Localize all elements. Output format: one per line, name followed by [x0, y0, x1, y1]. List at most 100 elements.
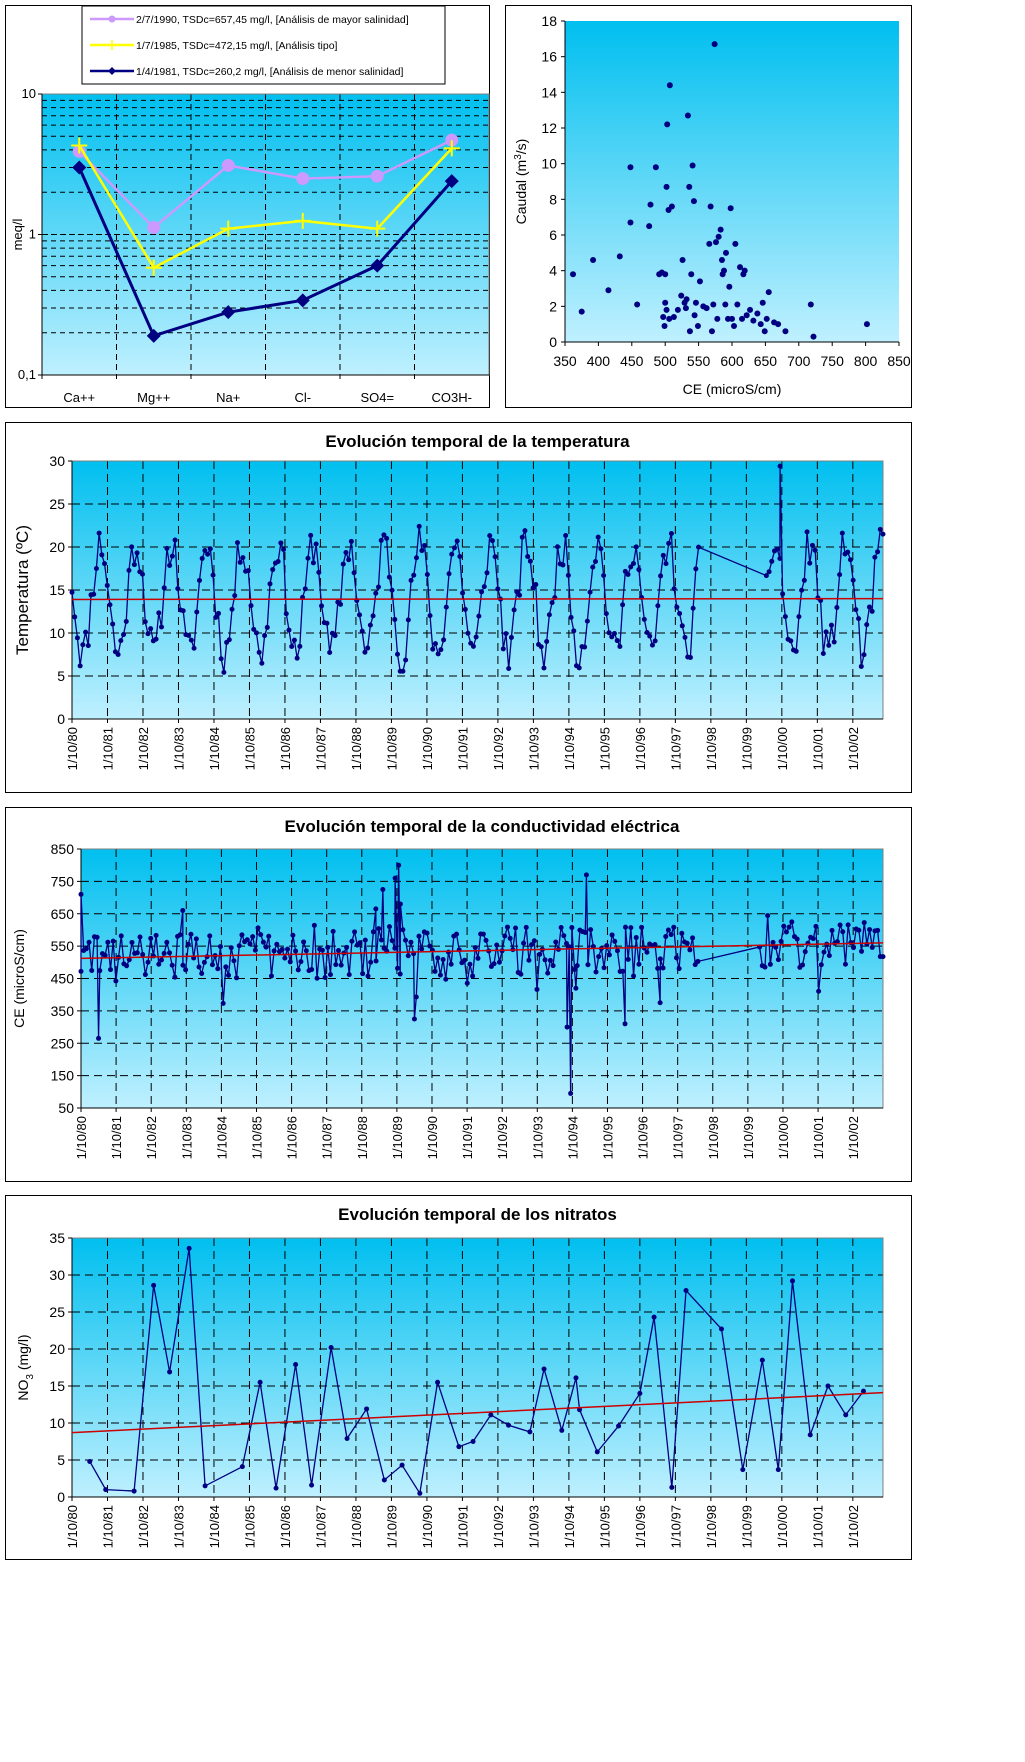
- data-point: [435, 955, 441, 961]
- data-point: [625, 572, 631, 578]
- data-point: [690, 198, 697, 205]
- data-point: [679, 930, 685, 936]
- data-point: [376, 926, 382, 932]
- data-point: [252, 947, 258, 953]
- data-point: [86, 939, 92, 945]
- data-point: [159, 624, 165, 630]
- x-tick-label: 1/10/91: [455, 727, 470, 770]
- data-point: [582, 929, 588, 935]
- data-point: [330, 928, 336, 934]
- y-tick-label: 350: [51, 1003, 75, 1019]
- data-point: [683, 296, 690, 303]
- data-point: [239, 1464, 245, 1470]
- data-point: [194, 609, 200, 615]
- x-tick-label: 1/10/96: [633, 727, 648, 770]
- data-point: [720, 267, 727, 274]
- x-tick-label: 1/10/92: [495, 1116, 510, 1159]
- data-point: [221, 669, 227, 675]
- data-point: [583, 872, 589, 878]
- data-point: [126, 957, 132, 963]
- data-point: [717, 226, 724, 233]
- x-tick-label: 1/10/80: [65, 1505, 80, 1548]
- data-point: [679, 256, 686, 263]
- data-point: [205, 551, 211, 557]
- y-tick-label: 0: [57, 711, 65, 727]
- data-point: [357, 940, 363, 946]
- data-point: [408, 939, 414, 945]
- series-line: [78, 144, 453, 270]
- y-tick-label: 10: [49, 1415, 65, 1431]
- data-point: [496, 959, 502, 965]
- data-point: [113, 978, 119, 984]
- data-point: [373, 906, 379, 912]
- y-tick-label: 6: [549, 227, 557, 243]
- data-point: [665, 927, 671, 933]
- data-point: [430, 646, 436, 652]
- data-point: [674, 604, 680, 610]
- data-point: [737, 264, 744, 271]
- data-point: [572, 967, 578, 973]
- data-point: [593, 969, 599, 975]
- data-point: [473, 634, 479, 640]
- data-point: [687, 947, 693, 953]
- data-point: [349, 938, 355, 944]
- data-point: [151, 1282, 157, 1288]
- data-point: [880, 954, 886, 960]
- data-point: [715, 233, 722, 240]
- x-tick-label: 1/10/86: [285, 1116, 300, 1159]
- data-point: [193, 936, 199, 942]
- data-point: [322, 975, 328, 981]
- data-point: [726, 283, 733, 290]
- data-point: [167, 562, 173, 568]
- data-point: [370, 929, 376, 935]
- data-point: [625, 956, 631, 962]
- data-point: [408, 577, 414, 583]
- data-point: [258, 932, 264, 938]
- data-point: [186, 632, 192, 638]
- chart-title: Evolución temporal de la conductividad e…: [285, 817, 680, 836]
- data-point: [369, 220, 386, 237]
- data-point: [616, 253, 623, 260]
- data-point: [183, 967, 189, 973]
- data-point: [636, 961, 642, 967]
- data-point: [491, 961, 497, 967]
- x-tick-label: 1/10/91: [455, 1505, 470, 1548]
- data-point: [734, 301, 741, 308]
- data-point: [801, 577, 807, 583]
- data-point: [682, 305, 689, 312]
- x-tick-label: 1/10/00: [775, 727, 790, 770]
- data-point: [807, 560, 813, 566]
- data-point: [668, 531, 674, 537]
- data-point: [503, 631, 509, 637]
- data-point: [507, 935, 513, 941]
- data-point: [564, 1024, 570, 1030]
- data-point: [279, 946, 285, 952]
- x-tick-label: 1/10/92: [491, 727, 506, 770]
- data-point: [255, 925, 261, 931]
- x-tick-label: 1/10/99: [741, 1116, 756, 1159]
- data-point: [782, 328, 789, 335]
- data-point: [96, 530, 102, 536]
- data-point: [695, 958, 701, 964]
- y-tick-label: 450: [51, 971, 75, 987]
- x-tick-label: 1/10/88: [349, 727, 364, 770]
- data-point: [282, 955, 288, 961]
- data-point: [663, 183, 670, 190]
- data-point: [464, 980, 470, 986]
- data-point: [240, 555, 246, 561]
- data-point: [731, 322, 738, 329]
- data-point: [142, 619, 148, 625]
- data-point: [375, 584, 381, 590]
- data-point: [526, 957, 532, 963]
- data-point: [858, 663, 864, 669]
- data-point: [108, 967, 114, 973]
- data-point: [237, 559, 243, 565]
- data-point: [703, 305, 710, 312]
- x-tick-label: 750: [821, 353, 845, 369]
- x-tick-label: CO3H-: [432, 390, 472, 405]
- data-point: [239, 932, 245, 938]
- data-point: [521, 940, 527, 946]
- data-point: [789, 919, 795, 925]
- data-point: [686, 328, 693, 335]
- data-point: [74, 635, 80, 641]
